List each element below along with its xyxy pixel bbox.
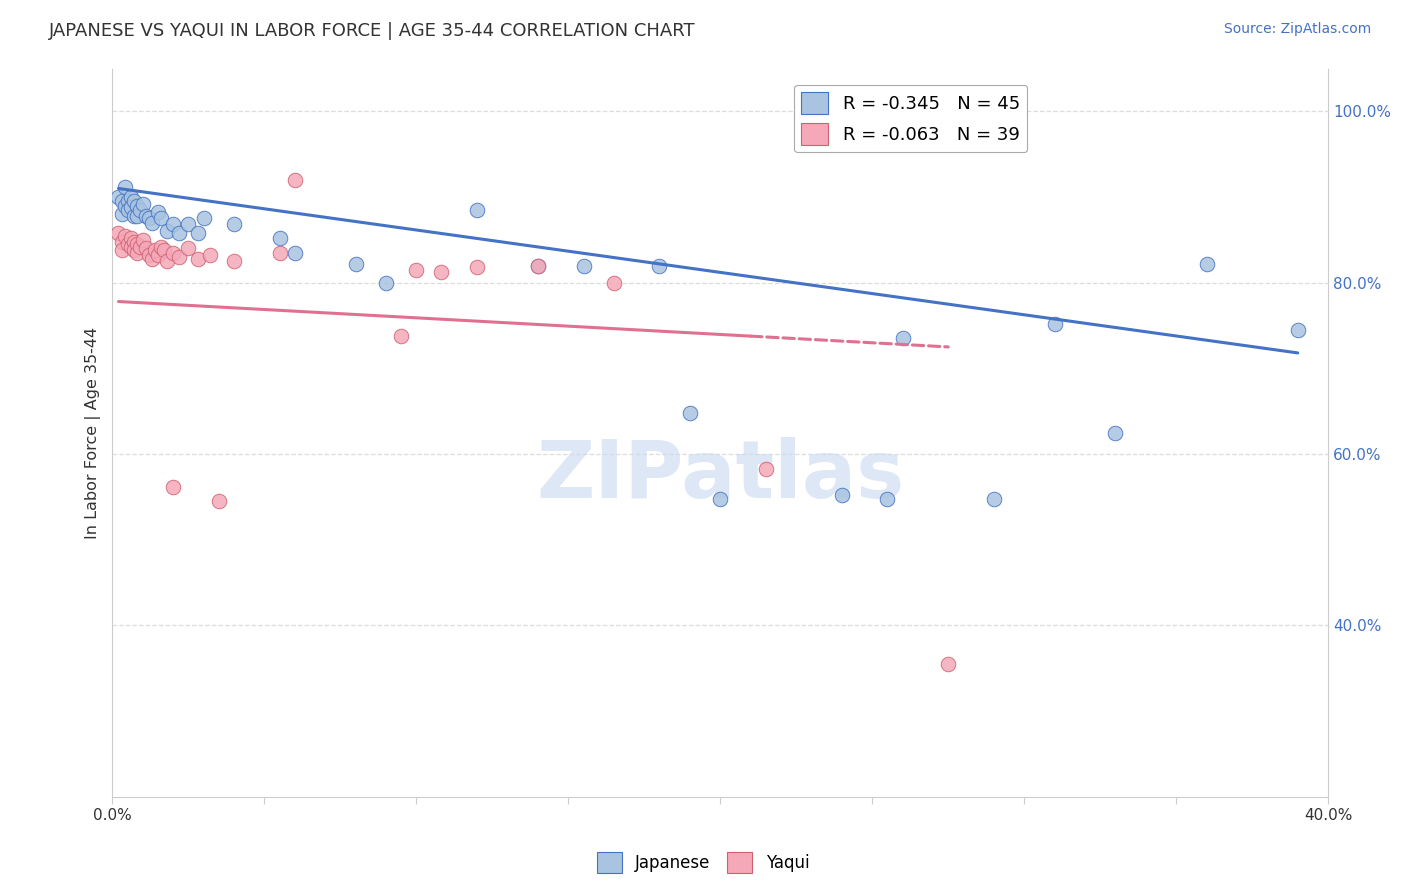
Point bbox=[162, 479, 184, 493]
Point bbox=[389, 328, 412, 343]
Point bbox=[983, 491, 1005, 506]
Point bbox=[114, 228, 136, 243]
Point bbox=[135, 241, 157, 255]
Point bbox=[122, 209, 145, 223]
Point bbox=[114, 179, 136, 194]
Point bbox=[193, 211, 215, 226]
Point bbox=[465, 202, 488, 217]
Point bbox=[936, 657, 959, 671]
Point bbox=[125, 198, 148, 212]
Point bbox=[177, 241, 200, 255]
Point bbox=[120, 190, 142, 204]
Text: Source: ZipAtlas.com: Source: ZipAtlas.com bbox=[1223, 22, 1371, 37]
Point bbox=[1286, 323, 1309, 337]
Point bbox=[527, 259, 550, 273]
Point bbox=[344, 257, 367, 271]
Point bbox=[177, 218, 200, 232]
Point bbox=[169, 250, 191, 264]
Point bbox=[186, 226, 208, 240]
Point bbox=[138, 211, 160, 226]
Point bbox=[222, 218, 245, 232]
Point bbox=[284, 245, 307, 260]
Point bbox=[110, 207, 132, 221]
Point bbox=[135, 209, 157, 223]
Point bbox=[110, 243, 132, 257]
Text: ZIPatlas: ZIPatlas bbox=[536, 437, 904, 516]
Point bbox=[141, 216, 163, 230]
Point bbox=[222, 254, 245, 268]
Point bbox=[146, 248, 169, 262]
Point bbox=[208, 494, 231, 508]
Point bbox=[603, 276, 626, 290]
Y-axis label: In Labor Force | Age 35-44: In Labor Force | Age 35-44 bbox=[86, 326, 101, 539]
Point bbox=[269, 231, 291, 245]
Point bbox=[110, 194, 132, 209]
Point bbox=[169, 226, 191, 240]
Point bbox=[122, 243, 145, 257]
Point bbox=[755, 462, 778, 476]
Point bbox=[125, 209, 148, 223]
Point bbox=[162, 245, 184, 260]
Point bbox=[527, 259, 550, 273]
Point bbox=[125, 245, 148, 260]
Legend: Japanese, Yaqui: Japanese, Yaqui bbox=[591, 846, 815, 880]
Point bbox=[138, 248, 160, 262]
Point bbox=[141, 252, 163, 266]
Point bbox=[150, 240, 173, 254]
Point bbox=[110, 235, 132, 249]
Point bbox=[156, 224, 179, 238]
Point bbox=[117, 194, 139, 209]
Point bbox=[186, 252, 208, 266]
Point bbox=[120, 240, 142, 254]
Point bbox=[709, 491, 731, 506]
Point bbox=[648, 259, 671, 273]
Point bbox=[572, 259, 595, 273]
Point bbox=[156, 254, 179, 268]
Point bbox=[198, 248, 221, 262]
Point bbox=[117, 202, 139, 217]
Point bbox=[128, 202, 150, 217]
Legend: R = -0.345   N = 45, R = -0.063   N = 39: R = -0.345 N = 45, R = -0.063 N = 39 bbox=[794, 85, 1028, 153]
Point bbox=[122, 235, 145, 249]
Point bbox=[405, 263, 427, 277]
Point bbox=[132, 197, 155, 211]
Point bbox=[117, 237, 139, 252]
Point bbox=[146, 205, 169, 219]
Point bbox=[269, 245, 291, 260]
Point bbox=[132, 233, 155, 247]
Point bbox=[114, 198, 136, 212]
Point bbox=[150, 211, 173, 226]
Point bbox=[107, 226, 129, 240]
Point bbox=[831, 488, 853, 502]
Point bbox=[120, 200, 142, 214]
Point bbox=[891, 331, 914, 345]
Text: JAPANESE VS YAQUI IN LABOR FORCE | AGE 35-44 CORRELATION CHART: JAPANESE VS YAQUI IN LABOR FORCE | AGE 3… bbox=[49, 22, 696, 40]
Point bbox=[375, 276, 398, 290]
Point bbox=[153, 243, 176, 257]
Point bbox=[465, 260, 488, 275]
Point bbox=[122, 194, 145, 209]
Point bbox=[128, 240, 150, 254]
Point bbox=[876, 491, 898, 506]
Point bbox=[107, 190, 129, 204]
Point bbox=[284, 173, 307, 187]
Point bbox=[679, 406, 702, 420]
Point bbox=[120, 231, 142, 245]
Point bbox=[1104, 425, 1126, 440]
Point bbox=[162, 218, 184, 232]
Point bbox=[429, 265, 451, 279]
Point bbox=[1195, 257, 1218, 271]
Point bbox=[143, 243, 166, 257]
Point bbox=[1043, 317, 1066, 331]
Point bbox=[125, 237, 148, 252]
